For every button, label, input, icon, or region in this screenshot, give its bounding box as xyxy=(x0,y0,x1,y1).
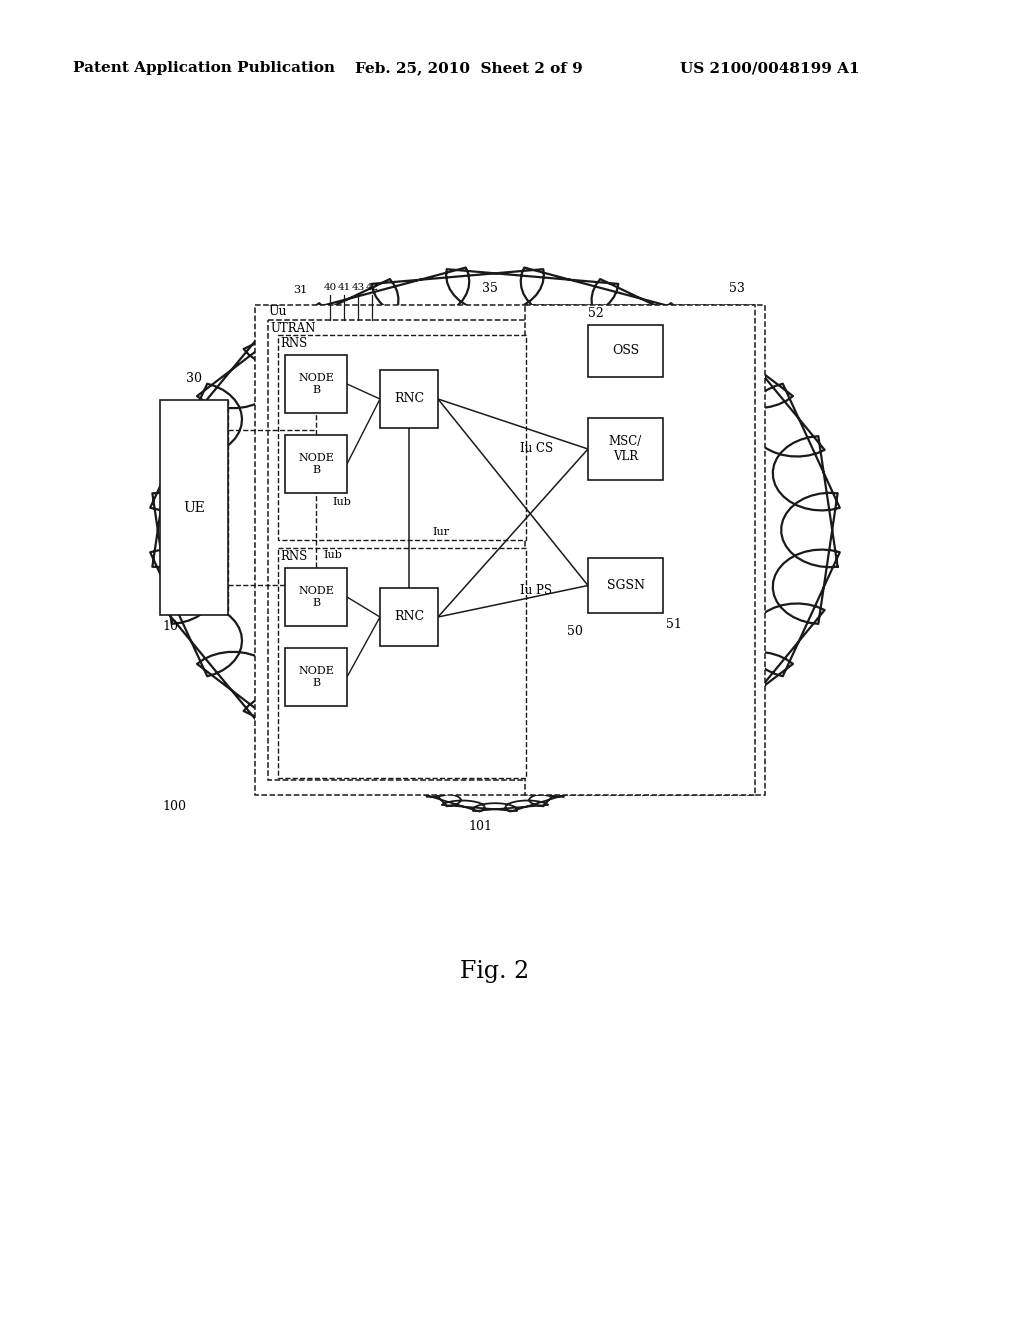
Bar xyxy=(268,319,538,780)
Text: 100: 100 xyxy=(162,800,186,813)
Bar xyxy=(255,305,765,795)
Text: RNS: RNS xyxy=(280,337,307,350)
Text: 10: 10 xyxy=(162,620,178,634)
Bar xyxy=(380,370,438,428)
Text: Iur: Iur xyxy=(432,527,450,537)
Text: MSC/
VLR: MSC/ VLR xyxy=(609,436,642,463)
Text: NODE
B: NODE B xyxy=(298,374,334,395)
Text: 52: 52 xyxy=(588,308,604,319)
Text: Iub: Iub xyxy=(333,498,351,507)
Text: Uu: Uu xyxy=(268,305,287,318)
Text: Iu PS: Iu PS xyxy=(520,583,552,597)
Text: RNC: RNC xyxy=(394,392,424,405)
Bar xyxy=(380,587,438,645)
Bar xyxy=(285,648,347,706)
Text: RNS: RNS xyxy=(280,550,307,564)
Text: 42: 42 xyxy=(366,282,379,292)
Text: 101: 101 xyxy=(468,820,492,833)
Text: UE: UE xyxy=(183,500,205,515)
Text: 35: 35 xyxy=(482,282,498,294)
Bar xyxy=(160,400,228,615)
Bar xyxy=(278,335,526,540)
Text: 50: 50 xyxy=(567,624,583,638)
Text: Patent Application Publication: Patent Application Publication xyxy=(73,61,335,75)
Text: RNC: RNC xyxy=(394,610,424,623)
Text: SGSN: SGSN xyxy=(606,579,644,591)
Bar xyxy=(278,548,526,777)
Text: 43: 43 xyxy=(351,282,365,292)
Text: Iu CS: Iu CS xyxy=(520,442,553,455)
Bar xyxy=(285,355,347,413)
Bar xyxy=(588,558,663,612)
Text: NODE
B: NODE B xyxy=(298,667,334,688)
Text: OSS: OSS xyxy=(612,345,639,358)
Bar xyxy=(588,325,663,378)
Text: US 2100/0048199 A1: US 2100/0048199 A1 xyxy=(680,61,859,75)
Text: UTRAN: UTRAN xyxy=(270,322,315,335)
Bar xyxy=(285,568,347,626)
Text: 30: 30 xyxy=(186,372,202,385)
Text: 31: 31 xyxy=(293,285,307,294)
Text: 41: 41 xyxy=(337,282,350,292)
Text: NODE
B: NODE B xyxy=(298,586,334,607)
Bar xyxy=(285,436,347,492)
Text: Feb. 25, 2010  Sheet 2 of 9: Feb. 25, 2010 Sheet 2 of 9 xyxy=(355,61,583,75)
Text: NODE
B: NODE B xyxy=(298,453,334,475)
Text: 53: 53 xyxy=(729,282,745,294)
Text: Fig. 2: Fig. 2 xyxy=(461,960,529,983)
Text: Iub: Iub xyxy=(323,550,342,560)
Bar xyxy=(525,305,755,795)
Text: 51: 51 xyxy=(666,618,682,631)
Bar xyxy=(588,418,663,480)
Text: 40: 40 xyxy=(324,282,337,292)
